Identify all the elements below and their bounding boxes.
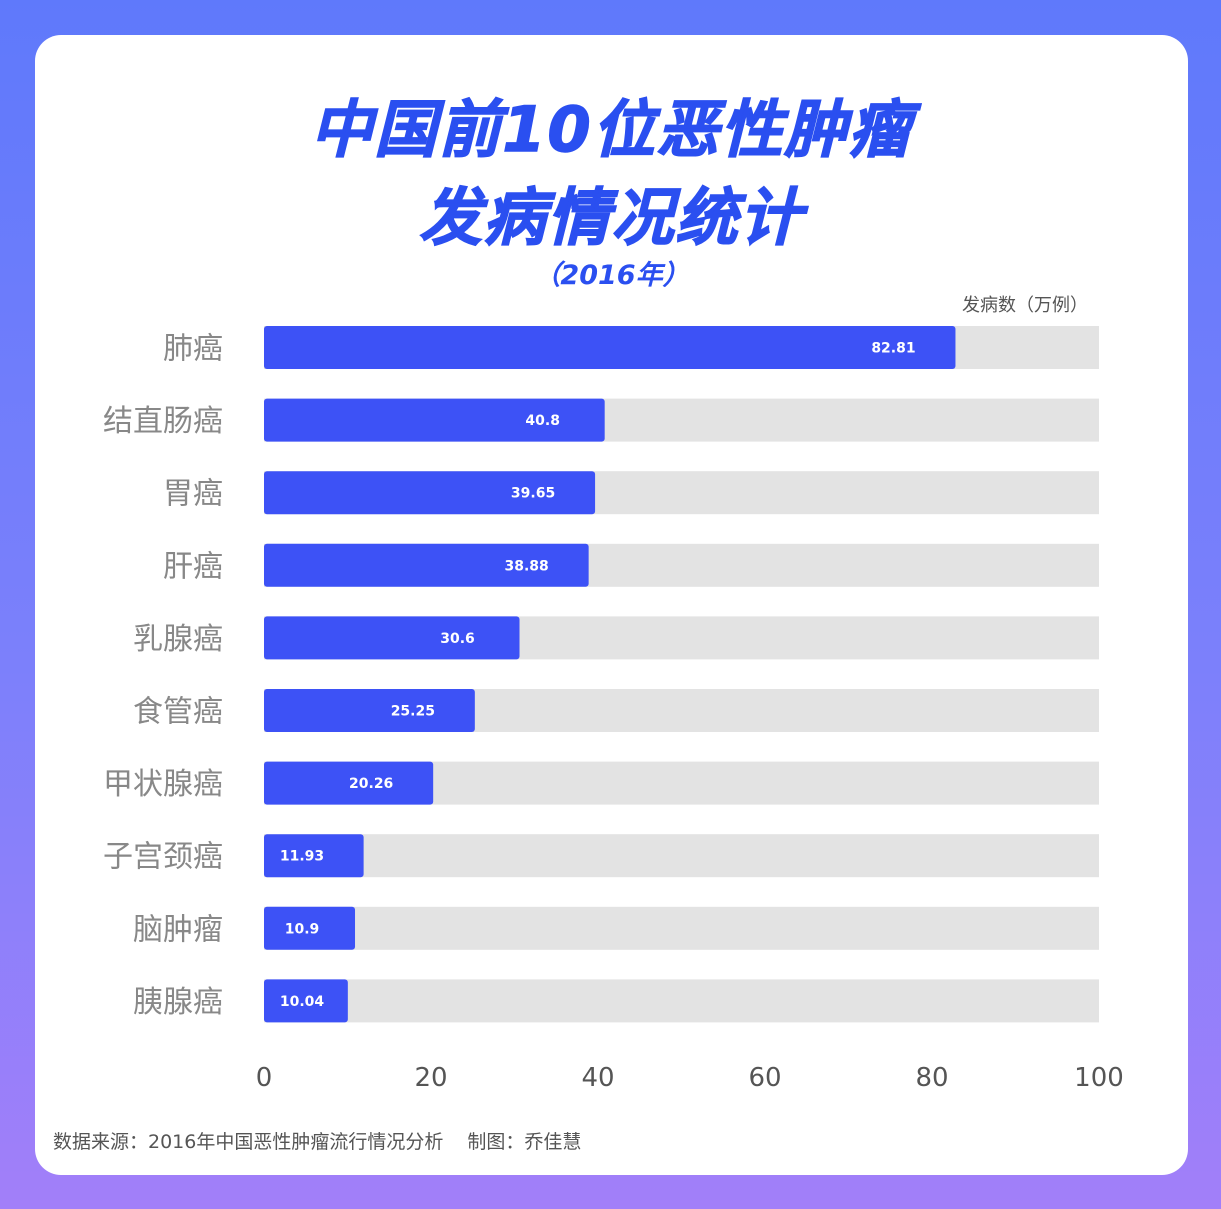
author-note: 制图：乔佳慧 bbox=[467, 1131, 582, 1153]
bar bbox=[264, 471, 596, 515]
unit-label: 发病数（万例） bbox=[962, 295, 1088, 316]
bar bbox=[264, 326, 956, 369]
footer: 数据来源：2016年中国恶性肿瘤流行情况分析 制图：乔佳慧 bbox=[53, 1127, 599, 1154]
bar bbox=[264, 979, 348, 1023]
bar-chart: 肺癌 82.81 结直肠癌 40.8 胃癌 39.65 肝癌 38.88 乳腺癌 30.6 食管癌 2… bbox=[103, 326, 1124, 1093]
data-label: 11.93 bbox=[280, 849, 324, 865]
bar bbox=[264, 543, 589, 587]
bar bbox=[264, 398, 605, 442]
chart-title-line1: 中国前10位恶性肿瘤 bbox=[310, 92, 913, 167]
chart-card: 中国前10位恶性肿瘤 发病情况统计 （2016年） 发病数（万例） 肺癌 82.8… bbox=[35, 35, 1188, 1175]
data-label: 20.26 bbox=[349, 776, 393, 792]
data-label: 25.25 bbox=[391, 704, 435, 720]
category-label: 胰腺癌 bbox=[133, 985, 223, 1020]
x-tick-label: 0 bbox=[256, 1063, 273, 1093]
data-label: 40.8 bbox=[525, 413, 560, 429]
x-tick-label: 80 bbox=[915, 1063, 948, 1093]
category-label: 结直肠癌 bbox=[103, 404, 223, 439]
x-tick-label: 20 bbox=[414, 1063, 447, 1093]
bar bbox=[264, 761, 434, 805]
bar bbox=[264, 689, 475, 732]
bar bbox=[264, 834, 364, 878]
category-label: 肝癌 bbox=[163, 549, 223, 584]
bar-track bbox=[264, 979, 1099, 1023]
data-label: 10.04 bbox=[280, 994, 325, 1010]
data-label: 82.81 bbox=[871, 341, 915, 357]
category-label: 脑肿瘤 bbox=[133, 912, 223, 947]
category-label: 食管癌 bbox=[133, 695, 223, 730]
chart-subtitle: （2016年） bbox=[533, 260, 690, 291]
data-label: 10.9 bbox=[285, 921, 320, 937]
x-tick-label: 60 bbox=[748, 1063, 781, 1093]
category-label: 子宫颈癌 bbox=[103, 840, 223, 875]
data-label: 38.88 bbox=[504, 558, 548, 574]
x-tick-label: 40 bbox=[581, 1063, 614, 1093]
category-label: 胃癌 bbox=[163, 477, 223, 512]
category-label: 肺癌 bbox=[163, 332, 223, 367]
bar-track bbox=[264, 906, 1099, 950]
bar bbox=[264, 906, 356, 950]
bar bbox=[264, 616, 520, 660]
source-note: 数据来源：2016年中国恶性肿瘤流行情况分析 bbox=[53, 1131, 444, 1153]
x-tick-label: 100 bbox=[1074, 1063, 1124, 1093]
data-label: 30.6 bbox=[440, 631, 475, 647]
data-label: 39.65 bbox=[511, 486, 555, 502]
category-label: 乳腺癌 bbox=[133, 622, 223, 657]
chart-title-line2: 发病情况统计 bbox=[419, 180, 804, 255]
category-label: 甲状腺癌 bbox=[103, 767, 223, 802]
bar-track bbox=[264, 834, 1099, 878]
